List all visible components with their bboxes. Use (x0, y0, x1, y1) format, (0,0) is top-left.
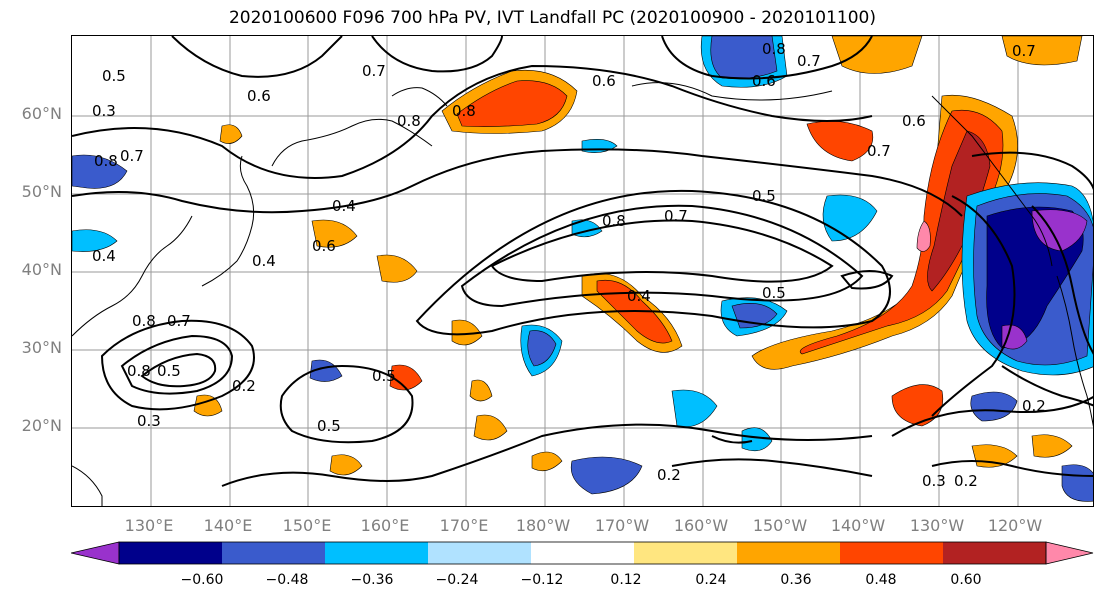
contour-label: 0.5 (102, 67, 126, 85)
contour-label: 0.8 (397, 112, 421, 130)
colorbar-segment (531, 542, 635, 564)
contour-label: 0.8 (452, 102, 476, 120)
contour-label: 0.4 (627, 287, 651, 305)
colorbar-extend-low (71, 541, 120, 565)
contour-label: 0.2 (232, 377, 256, 395)
colorbar-segment (119, 542, 223, 564)
lon-label: 150°E (282, 516, 332, 535)
contour-label: 0.7 (797, 52, 821, 70)
contour-label: 0.5 (762, 284, 786, 302)
contour-label: 0.3 (922, 472, 946, 490)
colorbar (71, 541, 1094, 565)
colorbar-tick-label: 0.24 (695, 572, 727, 588)
lon-label: 160°W (673, 516, 729, 535)
contour-label: 0.6 (312, 237, 336, 255)
contour-label: 0.8 (127, 362, 151, 380)
lon-label: 170°W (594, 516, 650, 535)
colorbar-border (118, 541, 1047, 565)
colorbar-tick-label: 0.36 (780, 572, 812, 588)
colorbar-tick-label: −0.60 (180, 572, 224, 588)
contour-label: 0.7 (1012, 42, 1036, 60)
colorbar-segment (634, 542, 738, 564)
colorbar-tick-label: −0.12 (520, 572, 564, 588)
lon-label: 180°W (515, 516, 571, 535)
lat-label: 60°N (21, 104, 62, 123)
lon-label: 150°W (752, 516, 808, 535)
coastlines (72, 82, 1093, 506)
colorbar-tick-label: −0.48 (265, 572, 309, 588)
contour-label: 0.5 (372, 367, 396, 385)
colorbar-tick-label: 0.60 (950, 572, 982, 588)
contour-label: 0.2 (1022, 397, 1046, 415)
contour-label: 0.7 (362, 62, 386, 80)
contour-label: 0.5 (317, 417, 341, 435)
contour-label: 0.6 (752, 72, 776, 90)
colorbar-segment (222, 542, 326, 564)
contour-label: 0.7 (664, 207, 688, 225)
contour-label: 0.8 (94, 152, 118, 170)
lat-label: 30°N (21, 338, 62, 357)
contour-label: 0.6 (902, 112, 926, 130)
lat-label: 50°N (21, 182, 62, 201)
colorbar-tick-label: 0.48 (865, 572, 897, 588)
contour-label: 0.2 (657, 466, 681, 484)
lon-label: 130°E (124, 516, 174, 535)
lon-label: 140°E (203, 516, 253, 535)
contour-label: 0.8 (602, 212, 626, 230)
colorbar-tick-label: 0.12 (610, 572, 642, 588)
lat-label: 40°N (21, 260, 62, 279)
contour-label-group: 0.5 0.7 0.8 0.6 0.8 0.7 0.6 0.8 0.7 0.6 … (92, 40, 1046, 490)
contour-label: 0.6 (247, 87, 271, 105)
map-panel: 0.5 0.7 0.8 0.6 0.8 0.7 0.6 0.8 0.7 0.6 … (71, 35, 1094, 507)
contour-label: 0.7 (167, 312, 191, 330)
contour-label: 0.5 (752, 187, 776, 205)
contour-label: 0.6 (592, 72, 616, 90)
colorbar-segment (737, 542, 841, 564)
contour-label: 0.3 (92, 102, 116, 120)
map-plot: 0.5 0.7 0.8 0.6 0.8 0.7 0.6 0.8 0.7 0.6 … (72, 36, 1093, 506)
colorbar-segment (943, 542, 1047, 564)
lon-label: 120°W (987, 516, 1043, 535)
colorbar-segment (840, 542, 944, 564)
contour-label: 0.7 (120, 147, 144, 165)
lat-label: 20°N (21, 416, 62, 435)
colorbar-tick-label: −0.24 (435, 572, 479, 588)
contour-label: 0.4 (252, 252, 276, 270)
contour-label: 0.8 (132, 312, 156, 330)
colorbar-segments (71, 541, 1094, 565)
colorbar-tick-label: −0.36 (350, 572, 394, 588)
colorbar-segment (428, 542, 532, 564)
contour-label: 0.8 (762, 40, 786, 58)
colorbar-extend-high (1045, 541, 1094, 565)
colorbar-segment (325, 542, 429, 564)
map-title: 2020100600 F096 700 hPa PV, IVT Landfall… (228, 8, 876, 28)
contour-lines (72, 36, 1093, 487)
lon-label: 130°W (909, 516, 965, 535)
contour-label: 0.5 (157, 362, 181, 380)
lon-label: 160°E (360, 516, 410, 535)
contour-label: 0.4 (332, 197, 356, 215)
contour-label: 0.2 (954, 472, 978, 490)
contour-label: 0.4 (92, 247, 116, 265)
contour-label: 0.7 (867, 142, 891, 160)
shaded-regions (72, 36, 1093, 502)
lon-label: 140°W (830, 516, 886, 535)
lon-label: 170°E (439, 516, 489, 535)
contour-label: 0.3 (137, 412, 161, 430)
